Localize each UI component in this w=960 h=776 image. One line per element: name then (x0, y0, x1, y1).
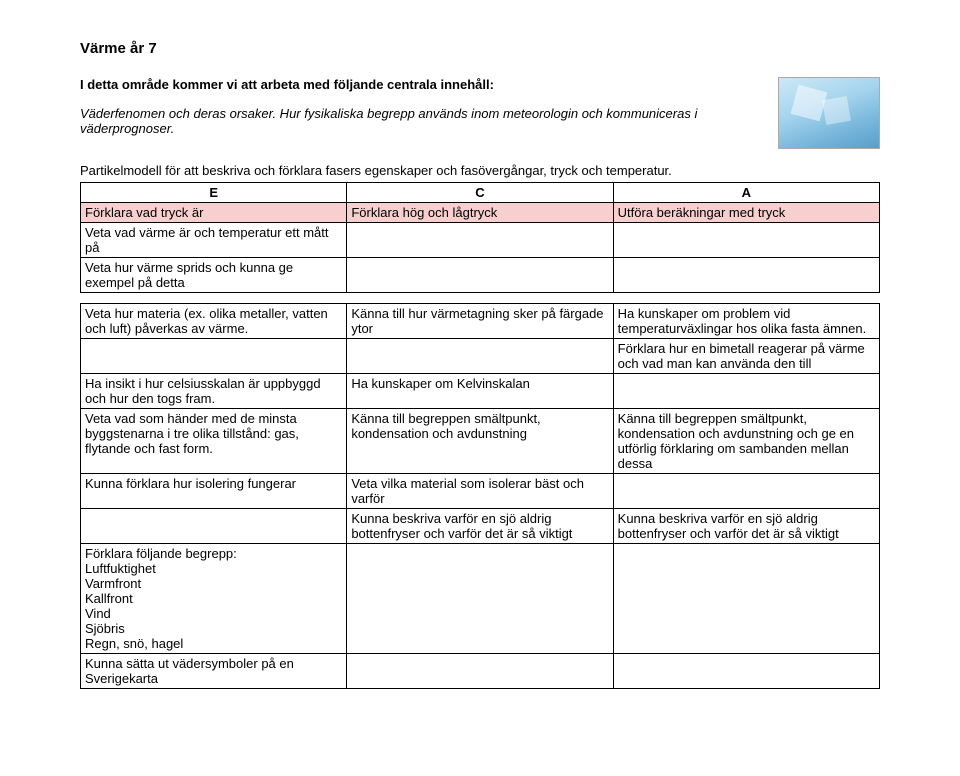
header-row: I detta område kommer vi att arbeta med … (80, 77, 880, 149)
table-row: Veta vad värme är och temperatur ett måt… (81, 223, 880, 258)
cell: Ha kunskaper om problem vid temperaturvä… (613, 304, 879, 339)
ice-cubes-image (778, 77, 880, 149)
cell: Veta hur värme sprids och kunna ge exemp… (81, 258, 347, 293)
cell: Utföra beräkningar med tryck (613, 203, 879, 223)
cell: Känna till begreppen smältpunkt, kondens… (613, 409, 879, 474)
cell (613, 258, 879, 293)
cell (347, 654, 613, 689)
table-row: Kunna beskriva varför en sjö aldrig bott… (81, 509, 880, 544)
table-row: Veta hur materia (ex. olika metaller, va… (81, 304, 880, 339)
table-row: Förklara vad tryck ärFörklara hög och lå… (81, 203, 880, 223)
page-title: Värme år 7 (80, 40, 880, 57)
table-row: Ha insikt i hur celsiusskalan är uppbygg… (81, 374, 880, 409)
cell: Veta vad som händer med de minsta byggst… (81, 409, 347, 474)
cell (81, 339, 347, 374)
cell: Känna till hur värmetagning sker på färg… (347, 304, 613, 339)
cell (81, 509, 347, 544)
table-row: Förklara följande begrepp:LuftfuktighetV… (81, 544, 880, 654)
header-c: C (347, 183, 613, 203)
cell: Ha insikt i hur celsiusskalan är uppbygg… (81, 374, 347, 409)
table-row: Veta vad som händer med de minsta byggst… (81, 409, 880, 474)
intro-italic: Väderfenomen och deras orsaker. Hur fysi… (80, 106, 738, 136)
cell: Kunna förklara hur isolering fungerar (81, 474, 347, 509)
cell (613, 223, 879, 258)
cell: Förklara följande begrepp:LuftfuktighetV… (81, 544, 347, 654)
cell (613, 654, 879, 689)
intro-block: I detta område kommer vi att arbeta med … (80, 77, 738, 136)
table-gap (80, 293, 880, 303)
cell (613, 374, 879, 409)
paragraph: Partikelmodell för att beskriva och förk… (80, 163, 880, 178)
intro-bold: I detta område kommer vi att arbeta med … (80, 77, 738, 92)
criteria-table: E C A Förklara vad tryck ärFörklara hög … (80, 182, 880, 293)
cell: Känna till begreppen smältpunkt, kondens… (347, 409, 613, 474)
cell: Förklara hur en bimetall reagerar på vär… (613, 339, 879, 374)
cell: Veta vad värme är och temperatur ett måt… (81, 223, 347, 258)
cell (347, 339, 613, 374)
cell (613, 544, 879, 654)
header-a: A (613, 183, 879, 203)
cell (347, 223, 613, 258)
cell (347, 258, 613, 293)
cell (347, 544, 613, 654)
header-e: E (81, 183, 347, 203)
cell: Förklara hög och lågtryck (347, 203, 613, 223)
cell: Kunna beskriva varför en sjö aldrig bott… (347, 509, 613, 544)
cell: Ha kunskaper om Kelvinskalan (347, 374, 613, 409)
table-row: Förklara hur en bimetall reagerar på vär… (81, 339, 880, 374)
cell (613, 474, 879, 509)
table-row: Kunna förklara hur isolering fungerarVet… (81, 474, 880, 509)
cell: Veta hur materia (ex. olika metaller, va… (81, 304, 347, 339)
cell: Kunna sätta ut vädersymboler på en Sveri… (81, 654, 347, 689)
table-row: Veta hur värme sprids och kunna ge exemp… (81, 258, 880, 293)
cell: Kunna beskriva varför en sjö aldrig bott… (613, 509, 879, 544)
criteria-table-2: Veta hur materia (ex. olika metaller, va… (80, 303, 880, 689)
table-row: Kunna sätta ut vädersymboler på en Sveri… (81, 654, 880, 689)
cell: Förklara vad tryck är (81, 203, 347, 223)
cell: Veta vilka material som isolerar bäst oc… (347, 474, 613, 509)
